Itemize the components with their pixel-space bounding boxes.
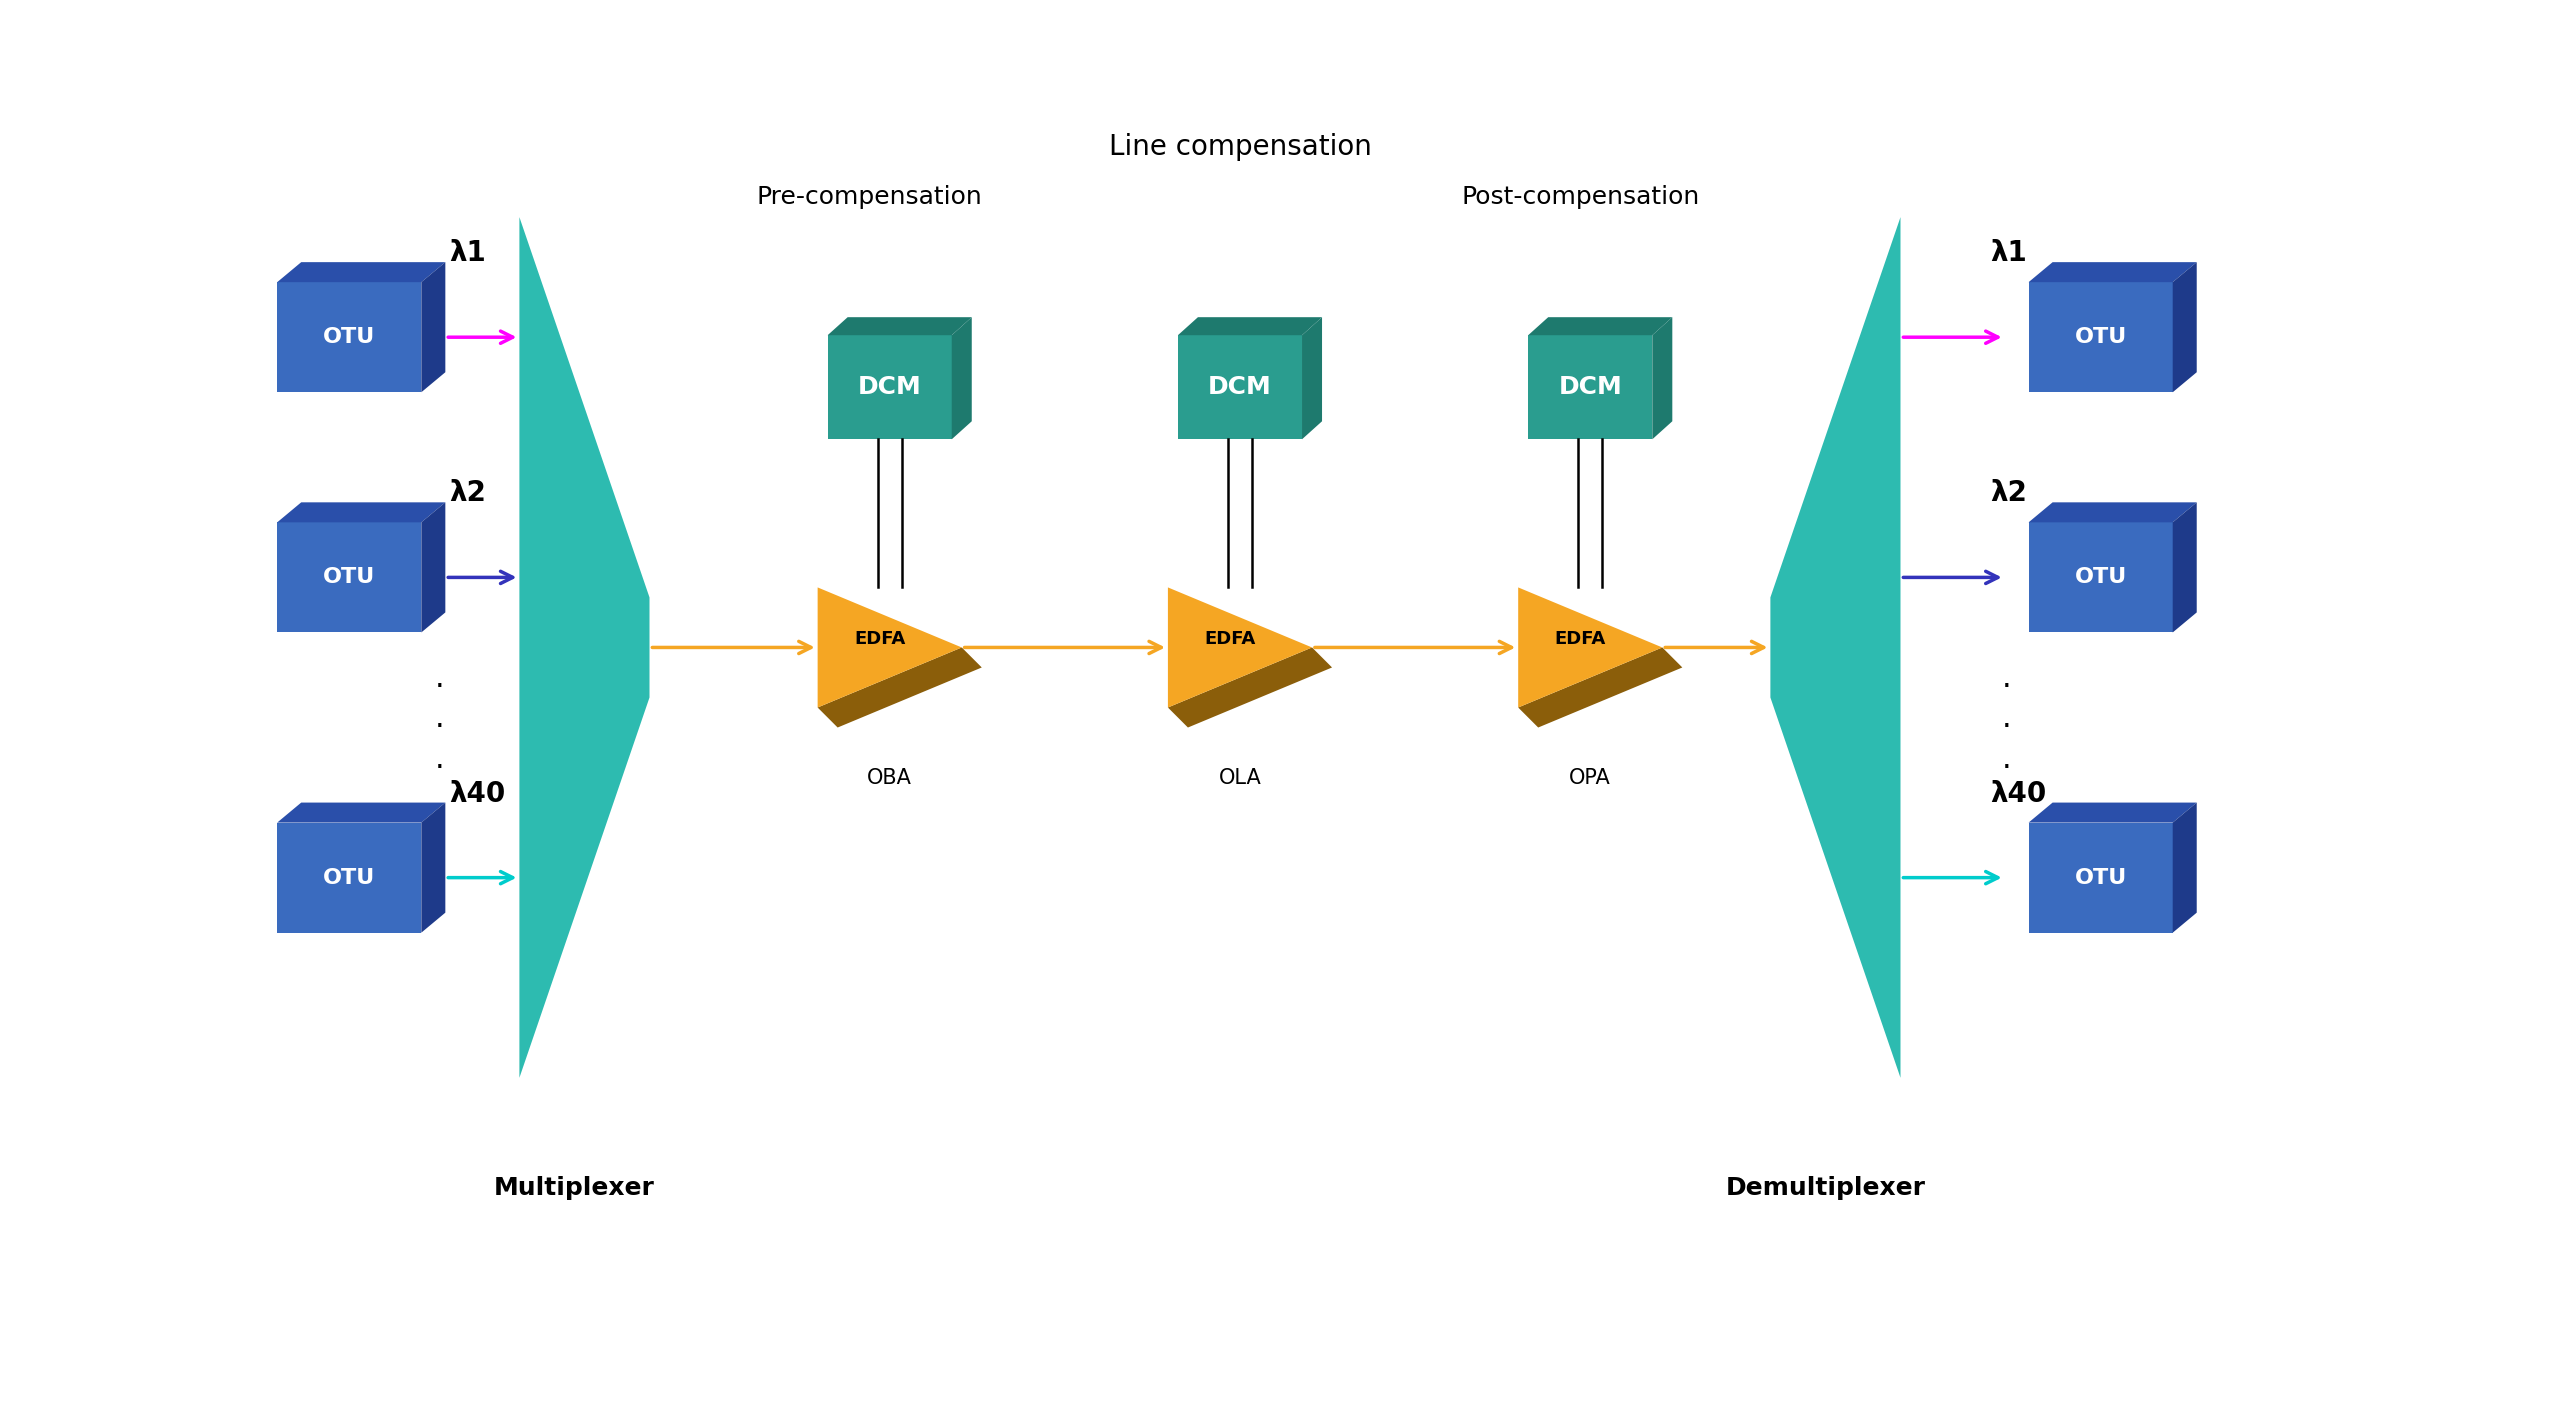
Polygon shape <box>1167 587 1313 708</box>
Text: DCM: DCM <box>1208 375 1272 399</box>
Text: λ40: λ40 <box>451 780 504 808</box>
Text: Pre-compensation: Pre-compensation <box>758 185 983 209</box>
Text: OTU: OTU <box>323 567 376 587</box>
Text: ·
·
·: · · · <box>435 672 443 782</box>
Polygon shape <box>827 335 952 439</box>
Text: OPA: OPA <box>1569 767 1610 788</box>
Polygon shape <box>276 822 422 932</box>
Polygon shape <box>1178 335 1303 439</box>
Polygon shape <box>1528 317 1672 335</box>
Text: OTU: OTU <box>323 867 376 887</box>
Polygon shape <box>1528 335 1651 439</box>
Polygon shape <box>2028 822 2173 932</box>
Polygon shape <box>2028 502 2196 522</box>
Text: λ40: λ40 <box>1992 780 2048 808</box>
Polygon shape <box>1167 648 1331 727</box>
Text: Multiplexer: Multiplexer <box>494 1176 655 1200</box>
Text: Line compensation: Line compensation <box>1108 133 1372 161</box>
Polygon shape <box>1772 216 1900 1078</box>
Polygon shape <box>276 522 422 633</box>
Text: OTU: OTU <box>2074 327 2127 347</box>
Text: OTU: OTU <box>2074 567 2127 587</box>
Polygon shape <box>2028 802 2196 822</box>
Polygon shape <box>422 802 445 932</box>
Text: λ1: λ1 <box>451 239 486 267</box>
Polygon shape <box>276 802 445 822</box>
Polygon shape <box>276 282 422 392</box>
Text: EDFA: EDFA <box>1554 631 1605 648</box>
Text: Demultiplexer: Demultiplexer <box>1725 1176 1925 1200</box>
Polygon shape <box>2173 262 2196 392</box>
Polygon shape <box>827 317 973 335</box>
Polygon shape <box>422 262 445 392</box>
Polygon shape <box>817 648 983 727</box>
Polygon shape <box>952 317 973 439</box>
Polygon shape <box>2028 262 2196 282</box>
Polygon shape <box>276 502 445 522</box>
Polygon shape <box>2028 522 2173 633</box>
Text: ·
·
·: · · · <box>2002 672 2012 782</box>
Text: OLA: OLA <box>1219 767 1262 788</box>
Text: DCM: DCM <box>858 375 922 399</box>
Text: OBA: OBA <box>868 767 911 788</box>
Text: λ2: λ2 <box>451 480 486 508</box>
Text: EDFA: EDFA <box>1203 631 1254 648</box>
Polygon shape <box>1178 317 1321 335</box>
Text: EDFA: EDFA <box>855 631 906 648</box>
Text: OTU: OTU <box>2074 867 2127 887</box>
Text: λ1: λ1 <box>1992 239 2028 267</box>
Polygon shape <box>2028 282 2173 392</box>
Polygon shape <box>1518 587 1661 708</box>
Polygon shape <box>1303 317 1321 439</box>
Polygon shape <box>276 262 445 282</box>
Polygon shape <box>1518 648 1682 727</box>
Text: Post-compensation: Post-compensation <box>1462 185 1700 209</box>
Text: λ2: λ2 <box>1992 480 2028 508</box>
Polygon shape <box>2173 802 2196 932</box>
Text: OTU: OTU <box>323 327 376 347</box>
Polygon shape <box>520 216 650 1078</box>
Text: DCM: DCM <box>1559 375 1623 399</box>
Polygon shape <box>1651 317 1672 439</box>
Polygon shape <box>817 587 963 708</box>
Polygon shape <box>422 502 445 633</box>
Polygon shape <box>2173 502 2196 633</box>
